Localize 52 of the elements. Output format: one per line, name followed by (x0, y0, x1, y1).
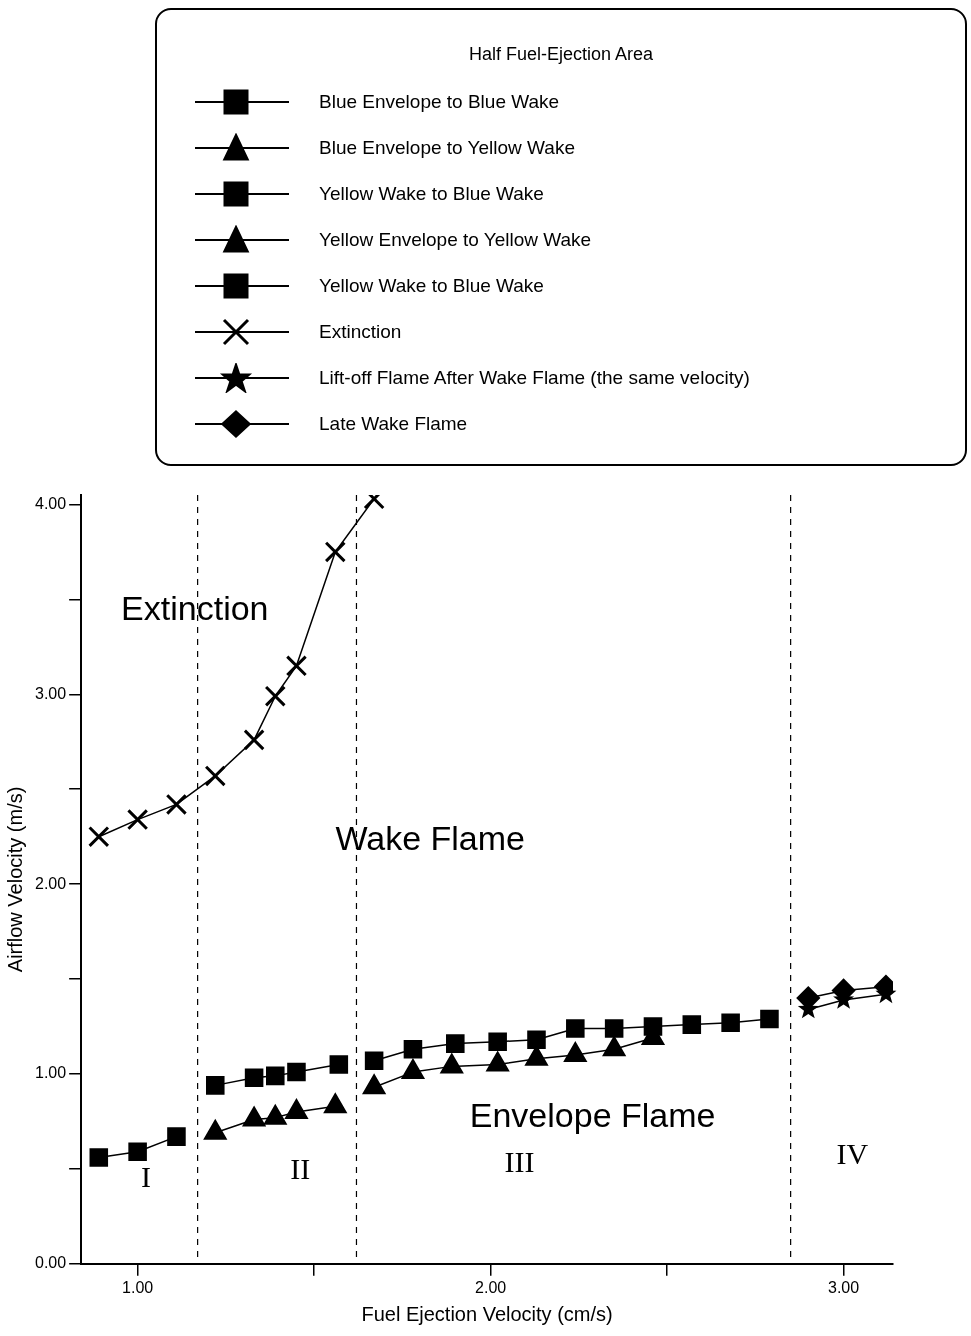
x-tick-label: 3.00 (828, 1278, 860, 1296)
legend-label: Late Wake Flame (319, 413, 468, 435)
point (165, 793, 188, 816)
point (128, 1142, 147, 1162)
point (266, 1066, 285, 1086)
point (403, 1040, 423, 1059)
legend-label: Yellow Envelope to Yellow Wake (319, 229, 592, 251)
y-tick-label: 1.00 (35, 1064, 67, 1082)
annotation: Extinction (121, 588, 269, 627)
x-axis-title: Fuel Ejection Velocity (cm/s) (361, 1302, 613, 1325)
point (287, 1062, 306, 1082)
x-tick-label: 1.00 (122, 1278, 154, 1296)
point (721, 1013, 740, 1032)
point (206, 1076, 225, 1095)
annotation: Envelope Flame (469, 1096, 716, 1135)
point (264, 685, 286, 707)
point (329, 1055, 349, 1074)
annotation: III (504, 1144, 535, 1178)
point (364, 1051, 384, 1070)
point (682, 1015, 702, 1034)
legend-label: Yellow Wake to Blue Wake (319, 275, 544, 297)
y-tick-label: 2.00 (35, 874, 67, 892)
point (204, 765, 226, 787)
point (604, 1019, 624, 1038)
y-tick-label: 3.00 (35, 684, 67, 702)
point (324, 541, 346, 563)
point (488, 1032, 507, 1051)
point (760, 1009, 779, 1029)
point (566, 1019, 585, 1038)
legend-label: Blue Envelope to Blue Wake (319, 91, 560, 113)
legend-label: Yellow Wake to Blue Wake (319, 183, 544, 205)
y-tick-label: 4.00 (35, 494, 67, 512)
x-tick-label: 2.00 (475, 1278, 507, 1296)
legend-label: Lift-off Flame After Wake Flame (the same velocity) (319, 367, 750, 389)
y-axis-title: Airflow Velocity (m/s) (3, 786, 26, 973)
point (285, 655, 308, 677)
annotation: II (290, 1152, 311, 1186)
point (446, 1034, 465, 1053)
annotation: Wake Flame (335, 819, 526, 858)
point (126, 808, 149, 831)
point (167, 1127, 186, 1146)
point (243, 729, 265, 751)
point (244, 1068, 264, 1088)
y-tick-label: 0.00 (35, 1254, 67, 1272)
legend-title: Half Fuel-Ejection Area (467, 44, 655, 65)
legend-label: Extinction (319, 321, 402, 343)
point (88, 826, 110, 848)
point (527, 1030, 546, 1050)
annotation: IV (836, 1137, 869, 1171)
annotation: I (141, 1160, 152, 1194)
point (89, 1148, 109, 1167)
legend-label: Blue Envelope to Yellow Wake (319, 137, 575, 159)
